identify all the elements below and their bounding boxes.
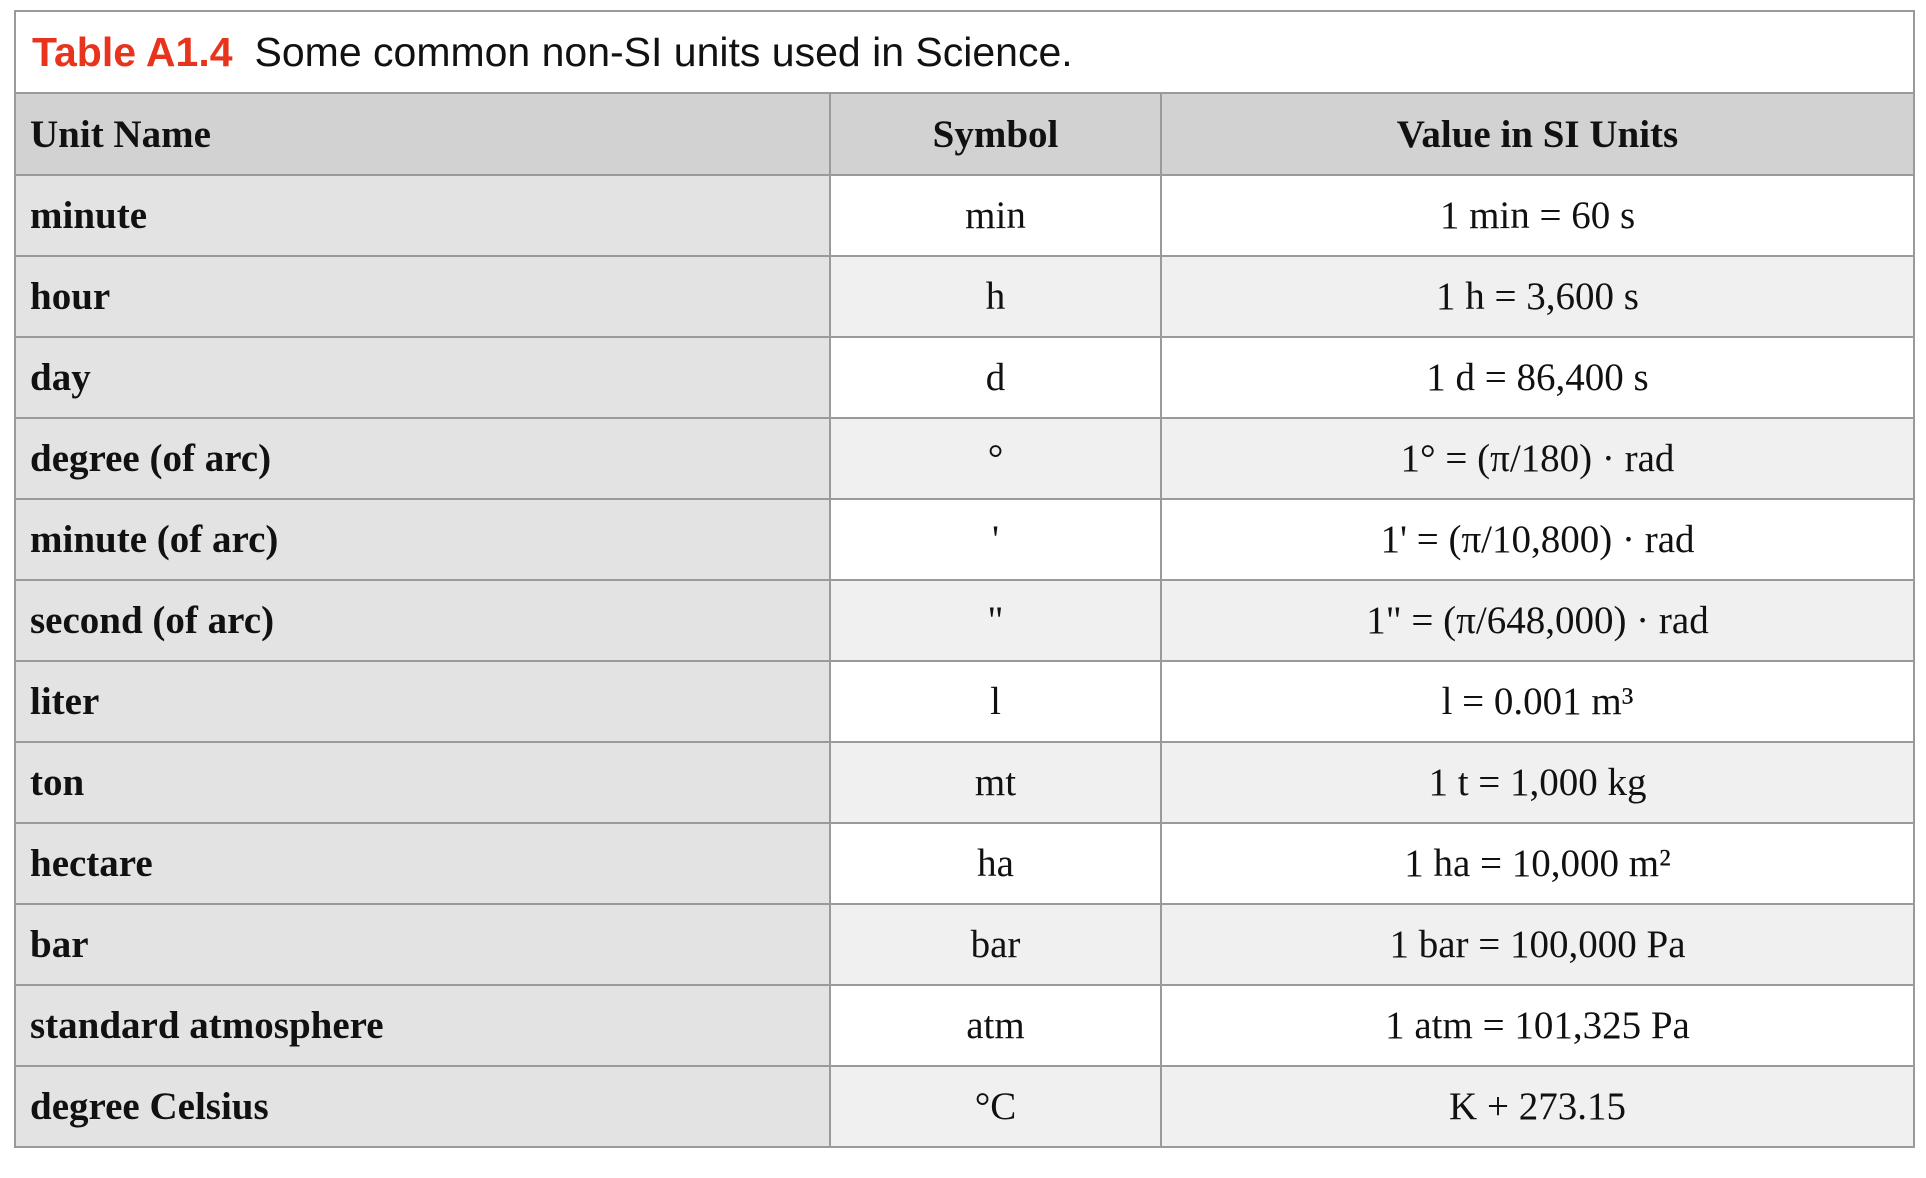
table-row: liter l l = 0.001 m³ (16, 661, 1913, 743)
symbol-cell: min (829, 175, 1161, 257)
si-value-cell: 1° = (π/180) · rad (1160, 418, 1913, 500)
table-row: minute min 1 min = 60 s (16, 175, 1913, 257)
symbol-cell: ° (829, 418, 1161, 500)
unit-name-cell: ton (16, 742, 830, 824)
table-row: degree (of arc) ° 1° = (π/180) · rad (16, 418, 1913, 500)
table-title: Some common non-SI units used in Science… (254, 28, 1073, 75)
table-row: hectare ha 1 ha = 10,000 m² (16, 823, 1913, 905)
table-row: day d 1 d = 86,400 s (16, 337, 1913, 419)
unit-name-cell: degree Celsius (16, 1066, 830, 1148)
table-label: Table A1.4 (32, 28, 233, 75)
symbol-cell: h (829, 256, 1161, 338)
unit-name-cell: minute (16, 175, 830, 257)
table-row: degree Celsius °C K + 273.15 (16, 1066, 1913, 1148)
table-row: hour h 1 h = 3,600 s (16, 256, 1913, 338)
symbol-cell: d (829, 337, 1161, 419)
si-value-cell: 1 bar = 100,000 Pa (1160, 904, 1913, 986)
unit-name-cell: degree (of arc) (16, 418, 830, 500)
table-row: ton mt 1 t = 1,000 kg (16, 742, 1913, 824)
symbol-cell: ha (829, 823, 1161, 905)
table-caption: Table A1.4 Some common non-SI units used… (16, 12, 1913, 94)
si-value-cell: 1" = (π/648,000) · rad (1160, 580, 1913, 662)
symbol-cell: atm (829, 985, 1161, 1067)
symbol-cell: " (829, 580, 1161, 662)
header-value-si: Value in SI Units (1160, 94, 1913, 176)
symbol-cell: ' (829, 499, 1161, 581)
si-value-cell: 1' = (π/10,800) · rad (1160, 499, 1913, 581)
unit-name-cell: standard atmosphere (16, 985, 830, 1067)
units-table: Unit Name Symbol Value in SI Units minut… (16, 94, 1913, 1148)
unit-name-cell: second (of arc) (16, 580, 830, 662)
symbol-cell: bar (829, 904, 1161, 986)
si-value-cell: 1 min = 60 s (1160, 175, 1913, 257)
unit-name-cell: liter (16, 661, 830, 743)
units-table-frame: Table A1.4 Some common non-SI units used… (14, 10, 1915, 1148)
unit-name-cell: hour (16, 256, 830, 338)
table-row: standard atmosphere atm 1 atm = 101,325 … (16, 985, 1913, 1067)
header-unit-name: Unit Name (16, 94, 830, 176)
symbol-cell: mt (829, 742, 1161, 824)
si-value-cell: 1 t = 1,000 kg (1160, 742, 1913, 824)
si-value-cell: 1 ha = 10,000 m² (1160, 823, 1913, 905)
symbol-cell: °C (829, 1066, 1161, 1148)
table-row: minute (of arc) ' 1' = (π/10,800) · rad (16, 499, 1913, 581)
unit-name-cell: hectare (16, 823, 830, 905)
si-value-cell: 1 d = 86,400 s (1160, 337, 1913, 419)
header-symbol: Symbol (829, 94, 1161, 176)
si-value-cell: l = 0.001 m³ (1160, 661, 1913, 743)
si-value-cell: 1 atm = 101,325 Pa (1160, 985, 1913, 1067)
table-row: bar bar 1 bar = 100,000 Pa (16, 904, 1913, 986)
si-value-cell: K + 273.15 (1160, 1066, 1913, 1148)
unit-name-cell: day (16, 337, 830, 419)
header-row: Unit Name Symbol Value in SI Units (16, 94, 1913, 176)
table-row: second (of arc) " 1" = (π/648,000) · rad (16, 580, 1913, 662)
symbol-cell: l (829, 661, 1161, 743)
unit-name-cell: bar (16, 904, 830, 986)
unit-name-cell: minute (of arc) (16, 499, 830, 581)
si-value-cell: 1 h = 3,600 s (1160, 256, 1913, 338)
